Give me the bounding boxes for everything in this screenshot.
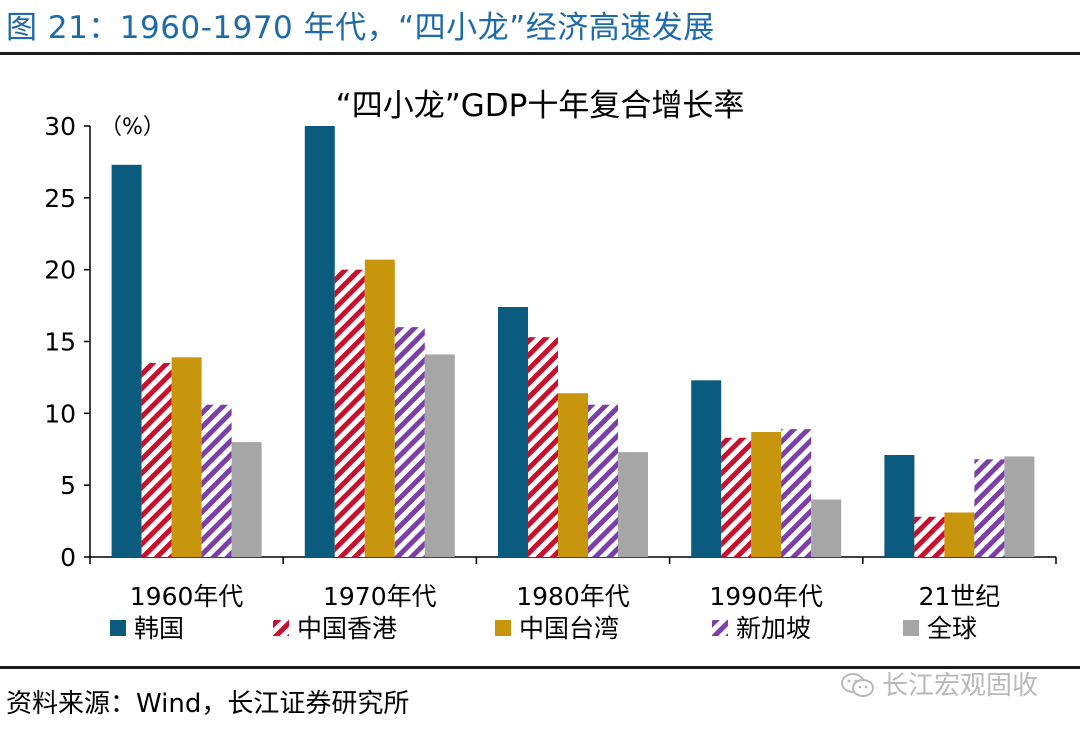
bar-1-4 — [691, 380, 722, 557]
bar-1-1 — [111, 164, 142, 557]
y-axis-unit: （%） — [100, 115, 165, 140]
bar-4-1 — [201, 404, 232, 557]
y-tick-label: 20 — [44, 256, 76, 285]
legend-label-1: 韩国 — [134, 614, 184, 643]
y-tick-label: 15 — [44, 328, 76, 357]
legend-label-2: 中国香港 — [297, 614, 397, 643]
legend-swatch-2 — [273, 620, 289, 636]
bar-4-2 — [394, 327, 425, 557]
bar-5-2 — [424, 354, 455, 557]
bar-2-1 — [141, 363, 172, 557]
y-tick-label: 0 — [60, 543, 76, 572]
y-tick-label: 30 — [44, 112, 76, 141]
x-tick-label: 1960年代 — [130, 582, 244, 611]
bar-1-3 — [498, 307, 528, 557]
bar-5-5 — [1004, 456, 1035, 557]
legend-swatch-4 — [712, 620, 728, 636]
bar-2-4 — [721, 437, 752, 557]
bar-4-4 — [781, 429, 812, 557]
bar-1-5 — [884, 454, 915, 557]
legend-swatch-1 — [110, 620, 126, 636]
legend-label-4: 新加坡 — [736, 614, 811, 643]
watermark: 长江宏观固收 — [840, 665, 1038, 702]
bar-1-2 — [304, 126, 335, 557]
x-tick-label: 1980年代 — [516, 582, 630, 611]
bar-3-4 — [751, 432, 782, 557]
bar-3-3 — [558, 393, 588, 557]
y-tick-label: 5 — [60, 471, 76, 500]
top-rule — [0, 52, 1080, 55]
bar-3-5 — [944, 512, 975, 557]
bar-5-3 — [618, 452, 648, 557]
bar-5-4 — [811, 499, 842, 557]
bar-2-3 — [528, 337, 558, 557]
bar-3-2 — [364, 259, 395, 557]
legend-label-5: 全球 — [927, 614, 977, 643]
bar-chart: “四小龙”GDP十年复合增长率 （%） 0 5 10 15 20 25 30 1960年代 1970… — [44, 88, 1057, 643]
figure-title: 图 21：1960-1970 年代，“四小龙”经济高速发展 — [6, 10, 715, 46]
legend-swatch-5 — [903, 620, 919, 636]
bar-4-5 — [974, 459, 1005, 557]
x-tick-label: 1970年代 — [323, 582, 437, 611]
bar-2-5 — [914, 516, 945, 557]
legend-swatch-3 — [495, 620, 511, 636]
x-tick-label: 1990年代 — [709, 582, 823, 611]
bar-5-1 — [231, 442, 262, 557]
watermark-text: 长江宏观固收 — [882, 671, 1039, 701]
bar-2-2 — [334, 269, 365, 557]
wechat-icon — [841, 673, 874, 697]
y-tick-label: 25 — [44, 184, 76, 213]
bar-3-1 — [171, 357, 202, 557]
bottom-rule — [0, 666, 1080, 669]
y-tick-label: 10 — [44, 399, 76, 428]
legend-label-3: 中国台湾 — [519, 614, 619, 643]
chart-title: “四小龙”GDP十年复合增长率 — [336, 88, 745, 124]
source-note: 资料来源：Wind，长江证券研究所 — [6, 689, 410, 719]
bar-4-3 — [588, 404, 618, 557]
x-tick-label: 21世纪 — [918, 582, 1000, 611]
